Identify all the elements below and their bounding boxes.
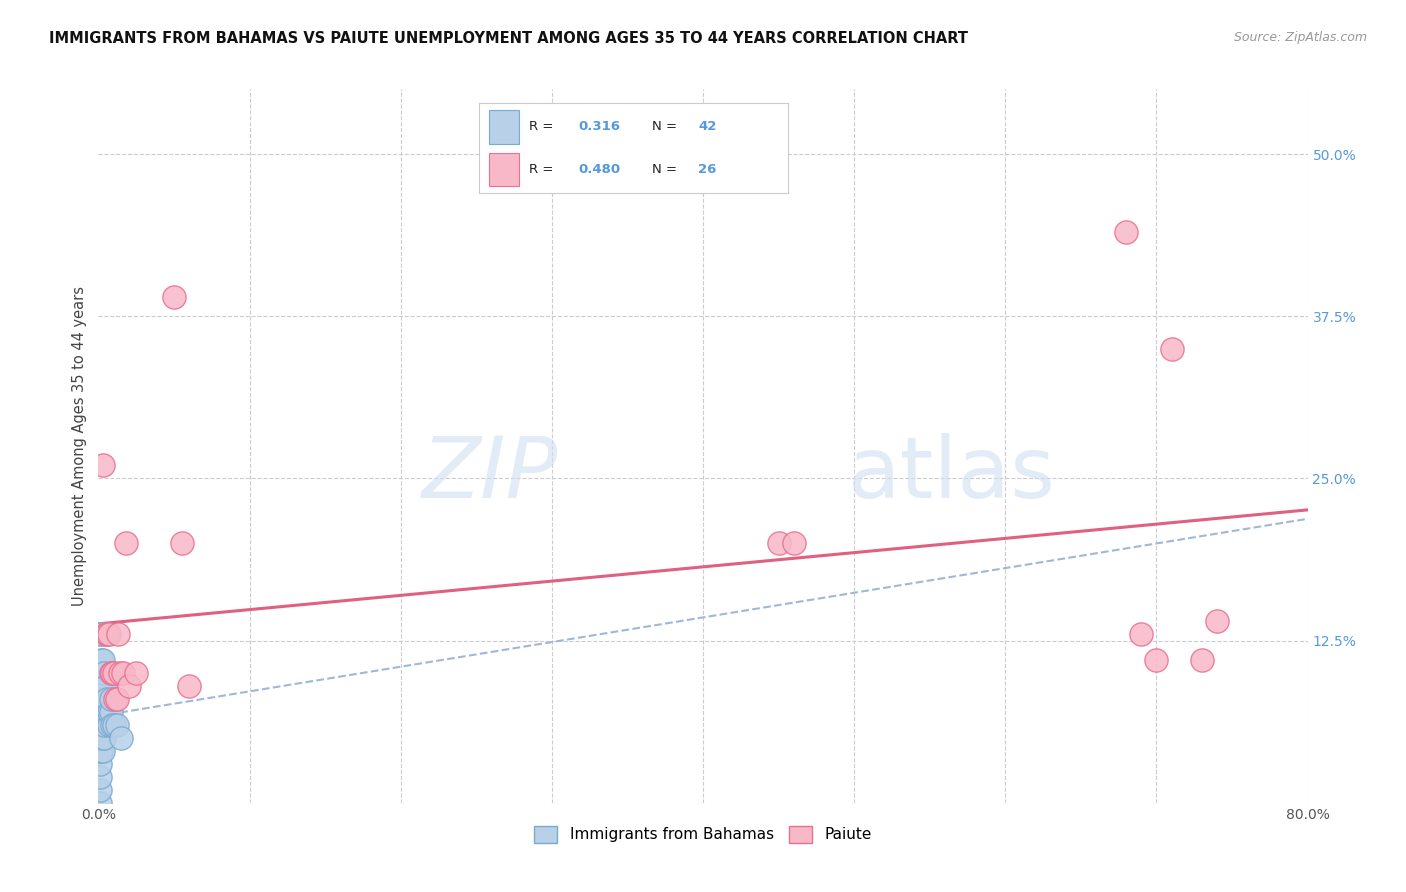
Point	[111, 666, 134, 681]
Point	[96, 692, 118, 706]
Point	[91, 653, 114, 667]
Point	[114, 536, 136, 550]
Point	[89, 679, 111, 693]
Point	[91, 666, 114, 681]
Point	[89, 627, 111, 641]
Point	[90, 705, 112, 719]
Point	[91, 744, 114, 758]
Point	[96, 705, 118, 719]
Point	[108, 666, 131, 681]
Point	[1115, 225, 1137, 239]
Point	[118, 679, 141, 693]
Point	[89, 770, 111, 784]
Point	[104, 692, 127, 706]
Point	[100, 705, 122, 719]
Point	[98, 627, 121, 641]
Point	[768, 536, 790, 550]
Point	[90, 744, 112, 758]
Point	[93, 679, 115, 693]
Point	[103, 718, 125, 732]
Point	[101, 718, 124, 732]
Point	[96, 627, 118, 641]
Point	[105, 692, 128, 706]
Point	[89, 782, 111, 797]
Point	[94, 692, 117, 706]
Point	[93, 666, 115, 681]
Point	[89, 718, 111, 732]
Point	[103, 666, 125, 681]
Point	[94, 627, 117, 641]
Point	[93, 731, 115, 745]
Point	[91, 705, 114, 719]
Text: atlas: atlas	[848, 433, 1056, 516]
Point	[89, 731, 111, 745]
Point	[89, 731, 111, 745]
Point	[107, 627, 129, 641]
Point	[100, 666, 122, 681]
Point	[89, 692, 111, 706]
Point	[101, 666, 124, 681]
Point	[94, 679, 117, 693]
Point	[90, 666, 112, 681]
Point	[89, 705, 111, 719]
Point	[91, 458, 114, 473]
Point	[98, 718, 121, 732]
Point	[1206, 614, 1229, 628]
Point	[89, 796, 111, 810]
Point	[125, 666, 148, 681]
Y-axis label: Unemployment Among Ages 35 to 44 years: Unemployment Among Ages 35 to 44 years	[72, 286, 87, 606]
Point	[90, 692, 112, 706]
Point	[90, 718, 112, 732]
Point	[105, 718, 128, 732]
Point	[100, 692, 122, 706]
Point	[179, 679, 201, 693]
Point	[90, 731, 112, 745]
Point	[90, 653, 112, 667]
Point	[91, 731, 114, 745]
Point	[1130, 627, 1153, 641]
Text: IMMIGRANTS FROM BAHAMAS VS PAIUTE UNEMPLOYMENT AMONG AGES 35 TO 44 YEARS CORRELA: IMMIGRANTS FROM BAHAMAS VS PAIUTE UNEMPL…	[49, 31, 969, 46]
Point	[170, 536, 193, 550]
Point	[1191, 653, 1213, 667]
Point	[93, 718, 115, 732]
Point	[1160, 342, 1182, 356]
Point	[1144, 653, 1167, 667]
Point	[90, 627, 112, 641]
Point	[163, 290, 186, 304]
Legend: Immigrants from Bahamas, Paiute: Immigrants from Bahamas, Paiute	[529, 820, 877, 848]
Point	[94, 705, 117, 719]
Point	[110, 731, 132, 745]
Text: Source: ZipAtlas.com: Source: ZipAtlas.com	[1233, 31, 1367, 45]
Text: ZIP: ZIP	[422, 433, 558, 516]
Point	[783, 536, 806, 550]
Point	[98, 705, 121, 719]
Point	[89, 756, 111, 771]
Point	[89, 744, 111, 758]
